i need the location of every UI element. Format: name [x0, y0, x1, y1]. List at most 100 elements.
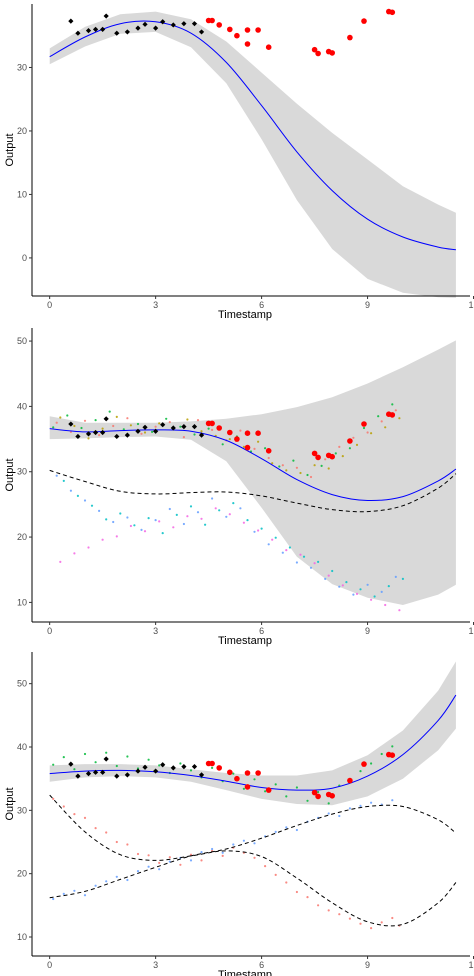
background-point — [168, 856, 171, 859]
background-point — [302, 555, 306, 558]
background-point — [101, 427, 104, 430]
y-axis-label: Output — [4, 458, 16, 491]
background-point — [359, 770, 362, 773]
y-tick-label: 20 — [17, 126, 27, 136]
target-point — [234, 775, 240, 782]
observed-point — [103, 13, 109, 19]
background-point — [200, 430, 203, 433]
x-tick-label: 12 — [469, 960, 474, 970]
background-point — [214, 507, 217, 510]
background-point — [76, 494, 79, 497]
target-point — [227, 26, 233, 33]
observed-point — [92, 26, 99, 32]
observed-point — [181, 764, 187, 770]
x-tick-label: 6 — [259, 626, 264, 636]
background-point — [228, 513, 231, 516]
background-point — [52, 797, 55, 801]
background-point — [260, 527, 263, 530]
x-tick-label: 6 — [259, 960, 264, 970]
observed-point — [75, 773, 81, 779]
background-point — [327, 812, 330, 815]
background-point — [90, 504, 94, 507]
background-point — [126, 878, 129, 882]
y-tick-label: 20 — [17, 869, 27, 879]
background-point — [370, 801, 373, 804]
x-axis-label: Timestamp — [218, 635, 272, 647]
background-point — [398, 417, 401, 420]
background-point — [271, 538, 274, 541]
background-point — [172, 526, 175, 529]
background-point — [242, 787, 245, 790]
background-point — [242, 839, 245, 842]
background-point — [211, 847, 214, 851]
background-point — [158, 520, 161, 523]
observed-point — [170, 22, 176, 28]
background-point — [66, 414, 69, 417]
x-tick-label: 12 — [469, 626, 474, 636]
background-point — [189, 505, 193, 508]
background-point — [122, 428, 125, 431]
observed-point — [135, 768, 141, 774]
background-point — [83, 499, 87, 502]
target-point — [244, 41, 251, 47]
background-point — [83, 816, 87, 820]
background-point — [274, 873, 277, 877]
background-point — [62, 805, 65, 808]
background-point — [189, 859, 193, 862]
background-point — [98, 434, 101, 437]
background-point — [380, 752, 383, 756]
background-point — [221, 851, 224, 854]
background-point — [94, 761, 97, 764]
background-point — [154, 425, 157, 428]
y-axis-label: Output — [4, 787, 16, 820]
background-point — [94, 419, 97, 422]
target-point — [265, 787, 272, 793]
background-point — [348, 917, 351, 920]
x-tick-label: 0 — [47, 300, 52, 310]
background-point — [105, 518, 108, 521]
background-point — [384, 426, 387, 429]
background-point — [108, 410, 111, 413]
x-tick-label: 6 — [259, 300, 264, 310]
background-point — [62, 479, 65, 482]
background-point — [341, 584, 344, 587]
background-point — [59, 560, 62, 564]
background-point — [52, 426, 55, 429]
target-point — [329, 50, 336, 56]
target-point — [244, 27, 251, 33]
mean-curve — [49, 20, 456, 251]
observed-point — [68, 18, 74, 24]
observed-point — [114, 773, 120, 779]
target-point — [389, 412, 396, 418]
background-point — [274, 830, 277, 834]
background-point — [80, 426, 83, 430]
background-point — [179, 863, 182, 866]
background-point — [143, 431, 147, 434]
background-point — [327, 802, 330, 805]
dashed-curve — [49, 469, 457, 513]
background-point — [366, 583, 369, 586]
background-point — [306, 799, 309, 802]
observed-point — [153, 428, 159, 434]
background-point — [239, 429, 242, 432]
dashed-curve — [49, 804, 457, 899]
background-point — [59, 416, 62, 419]
background-point — [398, 609, 401, 612]
target-point — [311, 789, 318, 796]
y-tick-label: 10 — [17, 189, 27, 199]
background-point — [232, 772, 235, 775]
background-point — [320, 464, 323, 467]
background-point — [73, 768, 76, 771]
target-point — [244, 784, 251, 790]
observed-point — [68, 761, 74, 767]
background-point — [69, 489, 72, 492]
target-point — [315, 50, 321, 57]
background-point — [253, 447, 256, 450]
observed-point — [191, 424, 198, 430]
background-point — [186, 418, 189, 421]
target-point — [347, 438, 353, 444]
target-point — [244, 444, 251, 451]
background-point — [355, 443, 359, 446]
background-point — [115, 415, 118, 418]
